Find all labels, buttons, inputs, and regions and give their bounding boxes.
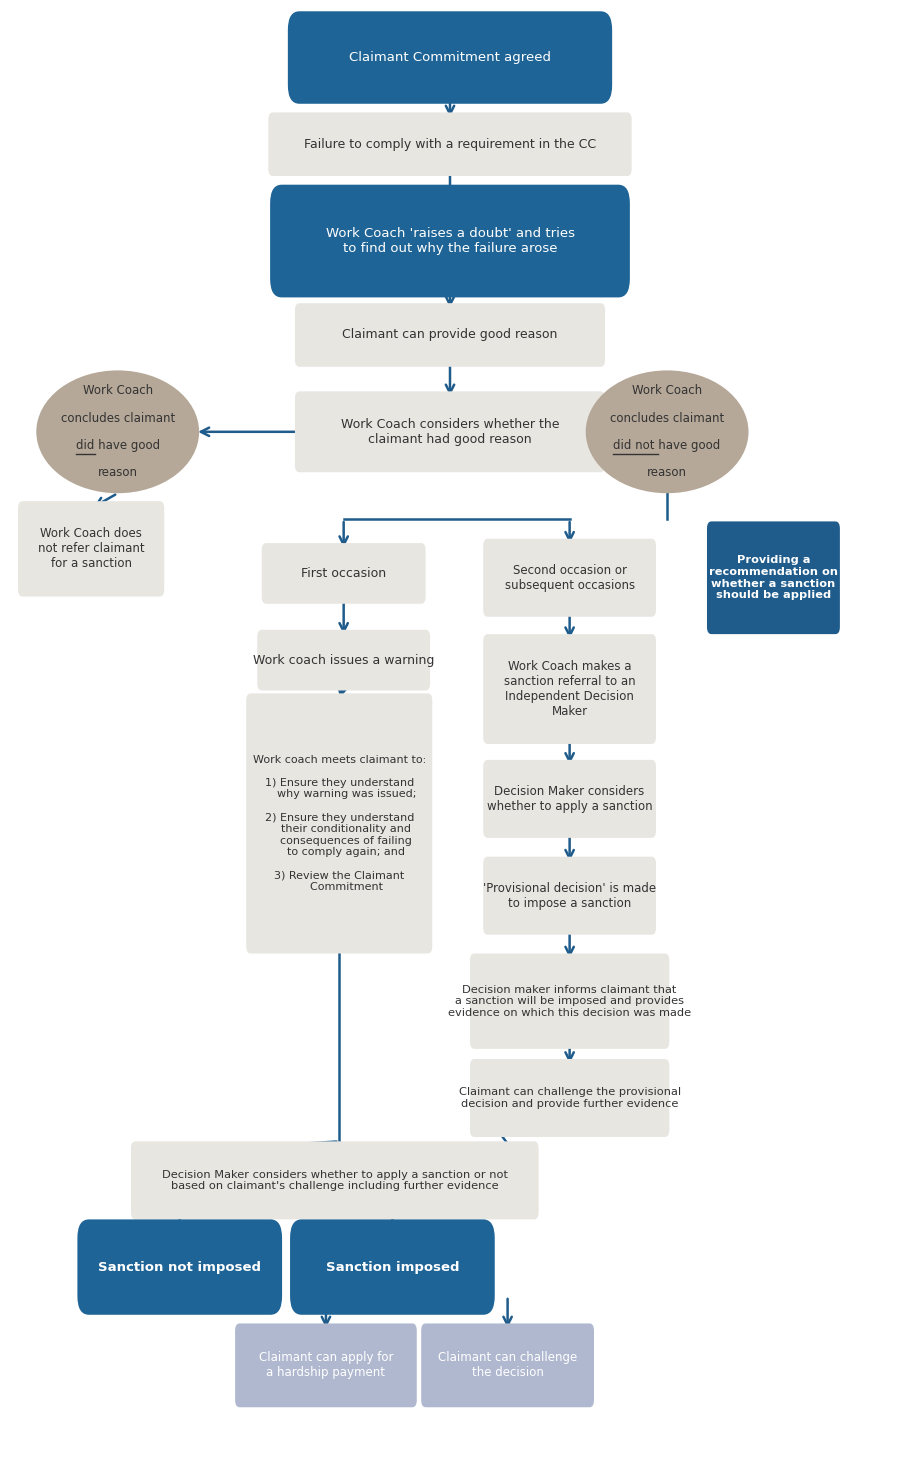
FancyBboxPatch shape <box>295 303 605 366</box>
Text: reason: reason <box>647 467 687 480</box>
FancyBboxPatch shape <box>483 760 656 837</box>
FancyBboxPatch shape <box>483 635 656 744</box>
Text: Work coach meets claimant to:

1) Ensure they understand
    why warning was iss: Work coach meets claimant to: 1) Ensure … <box>253 754 426 893</box>
Text: concludes claimant: concludes claimant <box>60 411 175 425</box>
FancyBboxPatch shape <box>483 856 656 935</box>
Text: Claimant Commitment agreed: Claimant Commitment agreed <box>349 51 551 64</box>
Ellipse shape <box>36 371 199 493</box>
FancyBboxPatch shape <box>235 1323 417 1408</box>
FancyBboxPatch shape <box>268 112 632 177</box>
Text: Claimant can provide good reason: Claimant can provide good reason <box>342 328 558 341</box>
Text: Work Coach 'raises a doubt' and tries
to find out why the failure arose: Work Coach 'raises a doubt' and tries to… <box>326 228 574 255</box>
FancyBboxPatch shape <box>257 630 430 690</box>
Text: Providing a
recommendation on
whether a sanction
should be applied: Providing a recommendation on whether a … <box>709 556 838 600</box>
FancyBboxPatch shape <box>262 543 426 604</box>
FancyBboxPatch shape <box>18 502 164 597</box>
Text: Work Coach does
not refer claimant
for a sanction: Work Coach does not refer claimant for a… <box>38 527 144 570</box>
Text: did have good: did have good <box>76 439 160 452</box>
Text: Work Coach makes a
sanction referral to an
Independent Decision
Maker: Work Coach makes a sanction referral to … <box>504 659 635 718</box>
Text: Decision maker informs claimant that
a sanction will be imposed and provides
evi: Decision maker informs claimant that a s… <box>448 985 691 1018</box>
Text: Second occasion or
subsequent occasions: Second occasion or subsequent occasions <box>505 563 634 592</box>
Text: Decision Maker considers
whether to apply a sanction: Decision Maker considers whether to appl… <box>487 785 652 813</box>
FancyBboxPatch shape <box>270 185 630 298</box>
Text: Sanction imposed: Sanction imposed <box>326 1261 459 1274</box>
FancyBboxPatch shape <box>470 1059 670 1137</box>
Text: Sanction not imposed: Sanction not imposed <box>98 1261 261 1274</box>
FancyBboxPatch shape <box>421 1323 594 1408</box>
Text: Work Coach: Work Coach <box>632 384 702 397</box>
Ellipse shape <box>586 371 749 493</box>
FancyBboxPatch shape <box>77 1220 282 1315</box>
Text: Claimant can challenge
the decision: Claimant can challenge the decision <box>438 1351 577 1379</box>
Text: Work Coach considers whether the
claimant had good reason: Work Coach considers whether the claiman… <box>341 417 559 446</box>
Text: did not have good: did not have good <box>614 439 721 452</box>
Text: Failure to comply with a requirement in the CC: Failure to comply with a requirement in … <box>304 137 596 150</box>
Text: Claimant can apply for
a hardship payment: Claimant can apply for a hardship paymen… <box>258 1351 393 1379</box>
Text: Work coach issues a warning: Work coach issues a warning <box>253 654 435 667</box>
FancyBboxPatch shape <box>707 521 840 635</box>
Text: First occasion: First occasion <box>302 568 386 579</box>
FancyBboxPatch shape <box>295 391 605 473</box>
Text: 'Provisional decision' is made
to impose a sanction: 'Provisional decision' is made to impose… <box>483 881 656 910</box>
Text: Work Coach: Work Coach <box>83 384 153 397</box>
Text: Claimant can challenge the provisional
decision and provide further evidence: Claimant can challenge the provisional d… <box>459 1087 680 1109</box>
FancyBboxPatch shape <box>131 1141 538 1220</box>
Text: did not have good: did not have good <box>614 439 721 452</box>
FancyBboxPatch shape <box>290 1220 495 1315</box>
FancyBboxPatch shape <box>288 12 612 104</box>
FancyBboxPatch shape <box>247 693 432 954</box>
FancyBboxPatch shape <box>470 954 670 1049</box>
Text: did have good: did have good <box>76 439 160 452</box>
FancyBboxPatch shape <box>483 538 656 617</box>
Text: Decision Maker considers whether to apply a sanction or not
based on claimant's : Decision Maker considers whether to appl… <box>162 1170 508 1191</box>
Text: reason: reason <box>98 467 138 480</box>
Text: concludes claimant: concludes claimant <box>610 411 724 425</box>
